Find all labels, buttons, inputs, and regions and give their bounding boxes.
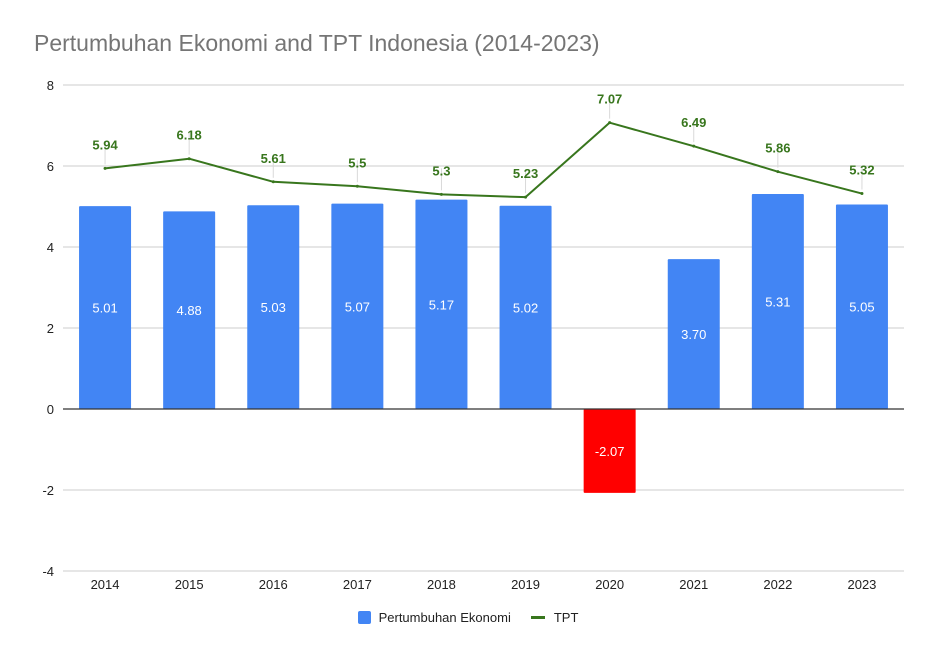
- line-point: [524, 195, 528, 199]
- bar-data-label: 5.01: [92, 301, 117, 316]
- line-data-label: 6.49: [681, 115, 706, 130]
- legend: Pertumbuhan Ekonomi TPT: [0, 610, 936, 625]
- x-tick-label: 2022: [763, 577, 792, 592]
- bar: [415, 199, 468, 409]
- bar: [163, 211, 216, 409]
- chart-title: Pertumbuhan Ekonomi and TPT Indonesia (2…: [34, 30, 600, 56]
- line-data-label: 5.86: [765, 141, 790, 156]
- line-point: [608, 121, 612, 125]
- line-point: [439, 192, 443, 196]
- legend-item-line-series[interactable]: TPT: [530, 610, 579, 625]
- bar-data-label: 5.03: [261, 300, 286, 315]
- tpt-line: [104, 121, 863, 199]
- legend-label-bar-series: Pertumbuhan Ekonomi: [378, 610, 511, 625]
- line-point: [692, 144, 696, 148]
- bar-data-label: 5.31: [765, 294, 790, 309]
- y-tick-label: -4: [42, 564, 54, 579]
- y-tick-label: 0: [47, 402, 54, 417]
- x-tick-label: 2017: [343, 577, 372, 592]
- bar-data-label: 3.70: [681, 327, 706, 342]
- x-tick-label: 2014: [91, 577, 120, 592]
- y-tick-label: 4: [47, 240, 54, 255]
- bar: [247, 205, 300, 409]
- legend-item-bar-series[interactable]: Pertumbuhan Ekonomi: [357, 610, 511, 625]
- y-tick-label: 8: [47, 78, 54, 93]
- legend-swatch-line: [530, 616, 545, 619]
- line-point: [355, 184, 359, 188]
- legend-swatch-bar: [357, 611, 371, 624]
- y-tick-label: 2: [47, 321, 54, 336]
- line-point: [103, 166, 107, 170]
- x-tick-label: 2020: [595, 577, 624, 592]
- line-point: [271, 180, 275, 184]
- x-tick-label: 2015: [175, 577, 204, 592]
- line-point: [860, 192, 864, 196]
- line-data-label: 5.94: [92, 137, 118, 152]
- legend-label-line-series: TPT: [553, 610, 579, 625]
- line-data-label: 5.61: [261, 151, 286, 166]
- bar: [667, 259, 720, 409]
- bar: [835, 204, 888, 409]
- bar-data-label: 5.17: [429, 297, 454, 312]
- x-tick-label: 2016: [259, 577, 288, 592]
- combo-chart: -4 -2 0 2 4 6 8 5.01 4.88 5.03 5.07 5.17 5.02 -2.07 3.…: [42, 78, 904, 592]
- bar-data-label: -2.07: [595, 444, 625, 459]
- line-data-label: 5.5: [348, 155, 366, 170]
- bar: [583, 409, 636, 493]
- y-tick-label: 6: [47, 159, 54, 174]
- x-tick-label: 2023: [847, 577, 876, 592]
- bar-data-label: 5.07: [345, 299, 370, 314]
- x-tick-label: 2018: [427, 577, 456, 592]
- bar: [79, 206, 132, 409]
- line-data-label: 5.3: [432, 163, 450, 178]
- line-data-label: 7.07: [597, 92, 622, 107]
- bar: [331, 203, 384, 409]
- line-point: [187, 157, 191, 161]
- line-data-label: 5.23: [513, 166, 538, 181]
- bar-data-label: 5.05: [849, 300, 874, 315]
- bar: [751, 193, 804, 409]
- bar-data-label: 4.88: [176, 303, 201, 318]
- line-point: [776, 170, 780, 174]
- x-tick-label: 2021: [679, 577, 708, 592]
- line-data-label: 5.32: [849, 163, 874, 178]
- bar: [499, 205, 552, 409]
- bar-data-label: 5.02: [513, 300, 538, 315]
- line-data-label: 6.18: [176, 128, 201, 143]
- y-tick-label: -2: [42, 483, 54, 498]
- x-tick-label: 2019: [511, 577, 540, 592]
